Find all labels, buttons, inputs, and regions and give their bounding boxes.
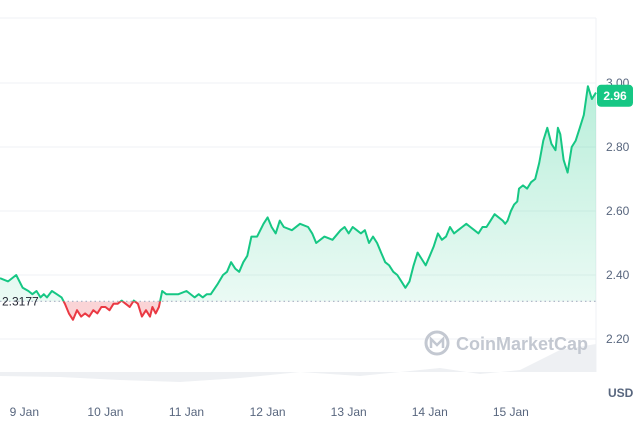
y-tick-label: 2.60 (606, 204, 630, 218)
x-tick-label: 15 Jan (493, 405, 529, 419)
area-fill-down (0, 301, 596, 320)
x-tick-label: 12 Jan (250, 405, 286, 419)
x-tick-label: 9 Jan (10, 405, 39, 419)
x-tick-label: 13 Jan (331, 405, 367, 419)
y-unit-label: USD (608, 386, 634, 400)
volume-band (0, 344, 596, 382)
area-fill-up (0, 86, 596, 302)
y-tick-label: 2.80 (606, 140, 630, 154)
price-line-down (62, 301, 162, 321)
watermark-text: CoinMarketCap (456, 334, 588, 354)
price-line-up (0, 85, 597, 302)
coinmarketcap-logo-mark (429, 335, 445, 348)
coinmarketcap-watermark: CoinMarketCap (424, 330, 588, 356)
y-tick-label: 2.20 (606, 332, 630, 346)
reference-price-label: 2.3177 (2, 294, 39, 308)
x-tick-label: 11 Jan (169, 405, 204, 419)
x-tick-label: 10 Jan (87, 405, 123, 419)
current-price-label: 2.96 (603, 89, 627, 103)
x-tick-label: 14 Jan (412, 405, 448, 419)
y-tick-label: 2.40 (606, 268, 630, 282)
current-price-tag (597, 84, 633, 107)
coinmarketcap-logo-icon (424, 330, 450, 356)
